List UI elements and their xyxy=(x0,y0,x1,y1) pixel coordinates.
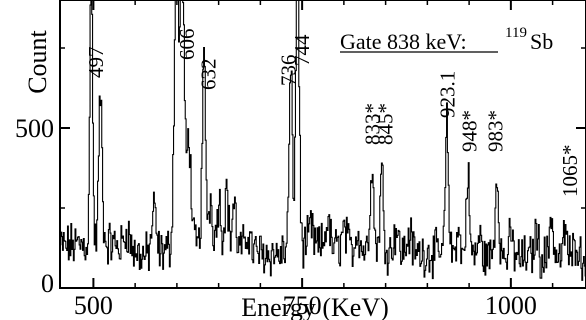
peak-label: 833* xyxy=(360,103,384,145)
plot-border xyxy=(59,0,586,289)
tick-labels: 500 750 1000 0 500 xyxy=(15,114,537,320)
x-tick-label: 750 xyxy=(283,291,322,320)
peak-label: 744 xyxy=(290,34,314,66)
peak-label: 983* xyxy=(484,110,508,152)
peak-label: 497 xyxy=(84,47,108,79)
peak-label: 948* xyxy=(457,110,481,152)
peak-label: 606 xyxy=(175,29,199,61)
gate-mass-number: 119 xyxy=(505,25,527,41)
peak-label: 845* xyxy=(373,103,397,145)
peak-label: 632 xyxy=(197,59,221,91)
peak-label: 736 xyxy=(276,55,300,87)
x-tick-label: 1000 xyxy=(485,291,537,320)
gate-element: Sb xyxy=(530,29,553,54)
x-axis-title: Energy (KeV) xyxy=(241,293,389,320)
spectrum-series-line xyxy=(60,0,586,281)
x-tick-label: 500 xyxy=(74,291,113,320)
peak-label: 923.1 xyxy=(436,71,460,118)
plot-frame xyxy=(59,0,586,289)
peak-label: 1065* xyxy=(558,145,582,198)
gate-prefix: Gate 838 keV: xyxy=(340,29,467,54)
y-tick-label: 0 xyxy=(41,269,54,298)
axis-ticks xyxy=(60,0,586,289)
y-axis-title: Count xyxy=(23,29,52,93)
y-tick-label: 500 xyxy=(15,114,54,143)
gate-annotation: Gate 838 keV: 119 Sb xyxy=(340,25,553,54)
